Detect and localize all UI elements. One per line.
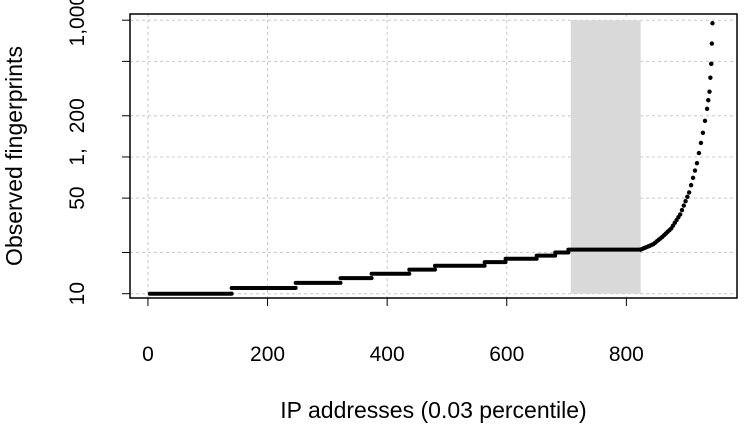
data-point [709, 41, 715, 46]
x-tick-label: 400 [370, 343, 405, 366]
y-tick-label: 50 [66, 186, 89, 209]
highlight-band [570, 20, 641, 294]
data-point [681, 203, 686, 208]
data-point [685, 194, 690, 200]
data-point [677, 212, 683, 217]
highlight-band-layer [570, 20, 641, 294]
data-point [706, 98, 711, 103]
data-point [694, 161, 700, 166]
data-point [702, 118, 708, 124]
y-tick-label: 10 [66, 282, 89, 305]
x-tick-label: 0 [142, 343, 154, 366]
data-point [686, 190, 692, 195]
data-point [683, 199, 688, 204]
outlier-point [709, 61, 714, 66]
x-axis-title: IP addresses (0.03 percentile) [280, 397, 586, 423]
data-point [700, 130, 706, 136]
axes: 0 200 400 600 800 10 50 200 1,000 1, [66, 0, 644, 366]
y-axis-title: Observed fingerprints [1, 46, 27, 266]
data-point [696, 150, 702, 156]
data-point [698, 140, 704, 146]
data-point [679, 207, 685, 213]
x-tick-label: 200 [250, 343, 285, 366]
data-point [688, 182, 694, 188]
data-point [708, 75, 713, 80]
x-tick-label: 600 [489, 343, 524, 366]
data-point [704, 106, 710, 111]
data-point [692, 168, 698, 173]
outlier-point [710, 21, 715, 26]
data-point [707, 89, 712, 94]
y-tick-label: 1, [66, 148, 89, 166]
plot-frame [129, 13, 738, 299]
x-tick-label: 800 [609, 343, 644, 366]
y-tick-label: 1,000 [66, 0, 89, 46]
grid [130, 14, 737, 298]
y-tick-label: 200 [66, 98, 89, 133]
data-point [690, 175, 696, 181]
points-layer [147, 21, 715, 296]
